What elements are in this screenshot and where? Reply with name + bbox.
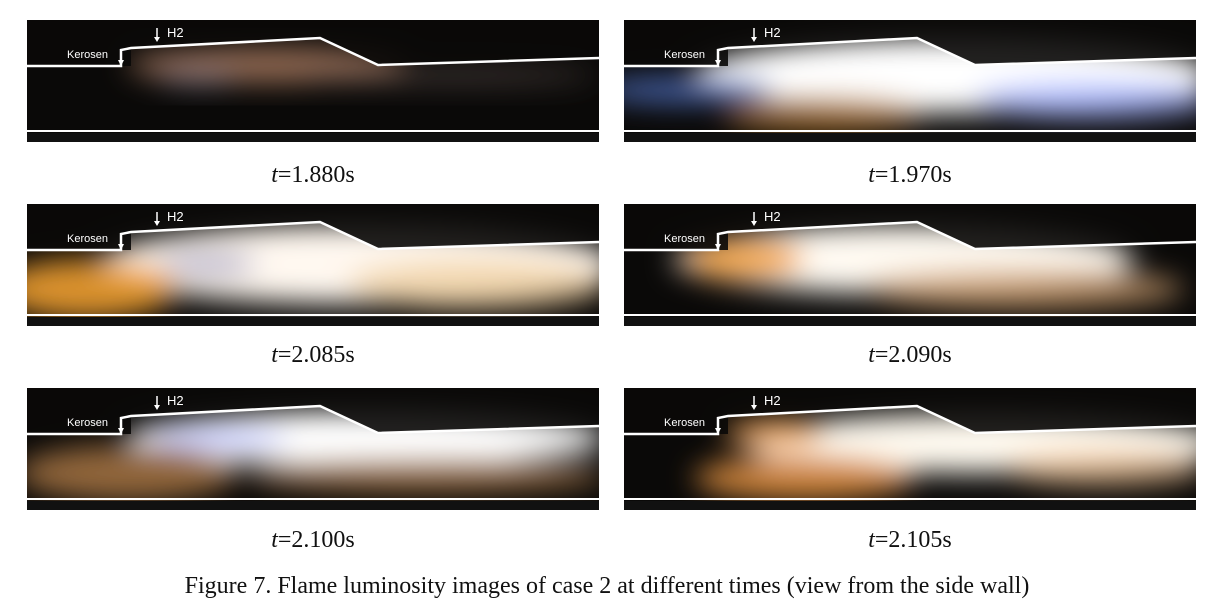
flame-image: H2 Kerosen xyxy=(624,20,1196,142)
time-variable: t xyxy=(271,342,278,368)
kerosene-label: Kerosen xyxy=(664,49,705,61)
h2-label: H2 xyxy=(167,209,184,224)
time-variable: t xyxy=(271,527,278,553)
flame-image: H2 Kerosen xyxy=(27,204,599,326)
time-label: t=2.085s xyxy=(27,342,599,369)
time-variable: t xyxy=(271,162,278,188)
flame-image: H2 Kerosen xyxy=(624,388,1196,510)
time-label: t=2.105s xyxy=(624,527,1196,554)
h2-label: H2 xyxy=(764,25,781,40)
time-variable: t xyxy=(868,527,875,553)
figure-caption: Figure 7. Flame luminosity images of cas… xyxy=(184,573,1030,599)
time-label: t=1.880s xyxy=(27,162,599,189)
kerosene-label: Kerosen xyxy=(664,417,705,429)
time-label: t=2.090s xyxy=(624,342,1196,369)
kerosene-label: Kerosen xyxy=(664,233,705,245)
h2-label: H2 xyxy=(167,393,184,408)
kerosene-label: Kerosen xyxy=(67,233,108,245)
h2-label: H2 xyxy=(764,209,781,224)
time-variable: t xyxy=(868,342,875,368)
time-value: =1.970s xyxy=(874,162,952,188)
time-value: =2.090s xyxy=(874,342,952,368)
flame-image: H2 Kerosen xyxy=(624,204,1196,326)
time-value: =2.085s xyxy=(277,342,355,368)
h2-label: H2 xyxy=(764,393,781,408)
flame-image: H2 Kerosen xyxy=(27,388,599,510)
time-value: =2.105s xyxy=(874,527,952,553)
h2-label: H2 xyxy=(167,25,184,40)
time-value: =1.880s xyxy=(277,162,355,188)
kerosene-label: Kerosen xyxy=(67,49,108,61)
time-label: t=2.100s xyxy=(27,527,599,554)
flame-image: H2 Kerosen xyxy=(27,20,599,142)
time-variable: t xyxy=(868,162,875,188)
kerosene-label: Kerosen xyxy=(67,417,108,429)
time-value: =2.100s xyxy=(277,527,355,553)
time-label: t=1.970s xyxy=(624,162,1196,189)
